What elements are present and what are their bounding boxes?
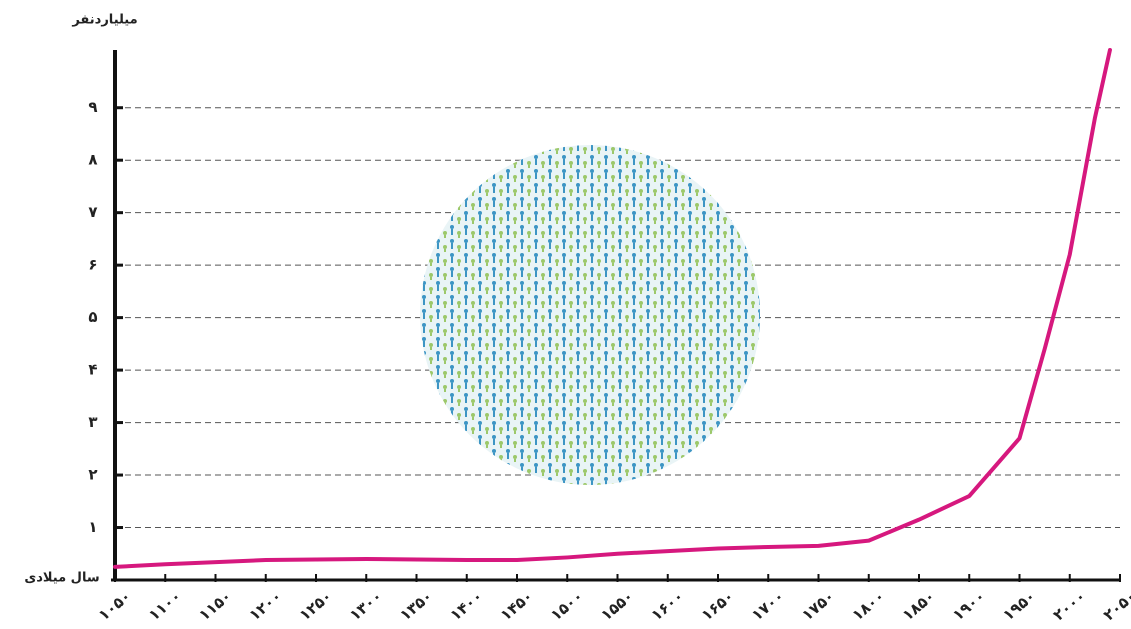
- x-tick-label: ۱۷۵۰: [798, 587, 838, 624]
- x-tick-label: ۱۹۰۰: [949, 587, 989, 624]
- x-tick-label: ۱۸۰۰: [849, 587, 889, 624]
- y-tick-label: ۵: [88, 308, 97, 326]
- x-tick-label: ۱۷۰۰: [748, 587, 788, 624]
- x-tick-label: ۱۱۵۰: [195, 587, 235, 624]
- y-tick-label: ۷: [88, 203, 97, 221]
- y-tick-label: ۶: [88, 256, 97, 274]
- x-tick-label: ۱۹۵۰: [999, 587, 1039, 624]
- y-tick-label: ۱: [88, 518, 97, 536]
- x-tick-label: ۱۲۵۰: [296, 587, 336, 624]
- x-tick-label: ۱۰۵۰: [95, 587, 135, 624]
- x-axis-label: سال میلادی: [24, 571, 99, 586]
- y-tick-label: ۳: [88, 413, 97, 431]
- x-tick-label: ۱۶۰۰: [648, 587, 688, 624]
- x-tick-label: ۱۳۰۰: [346, 587, 386, 624]
- population-line: [113, 48, 1112, 569]
- x-tick-label: ۱۸۵۰: [899, 587, 939, 624]
- x-tick-label: ۲۰۰۰: [1050, 587, 1090, 624]
- y-tick-label: ۲: [88, 466, 97, 484]
- x-tick-label: ۱۴۰۰: [447, 587, 487, 624]
- x-tick-label: ۱۱۰۰: [145, 587, 185, 624]
- x-tick-label: ۱۲۰۰: [246, 587, 286, 624]
- globe-illustration: [420, 145, 760, 485]
- x-tick-label: ۱۴۵۰: [497, 587, 537, 624]
- x-tick-label: ۱۵۵۰: [597, 587, 637, 624]
- x-tick-label: ۲۰۵۰: [1100, 587, 1131, 624]
- x-tick-label: ۱۶۵۰: [698, 587, 738, 624]
- y-axis-label: میلیاردنفر: [71, 13, 137, 28]
- y-tick-label: ۴: [88, 361, 97, 379]
- y-tick-label: ۸: [88, 151, 97, 169]
- y-tick-label: ۹: [88, 98, 97, 116]
- x-tick-label: ۱۵۰۰: [547, 587, 587, 624]
- x-tick-label: ۱۳۵۰: [396, 587, 436, 624]
